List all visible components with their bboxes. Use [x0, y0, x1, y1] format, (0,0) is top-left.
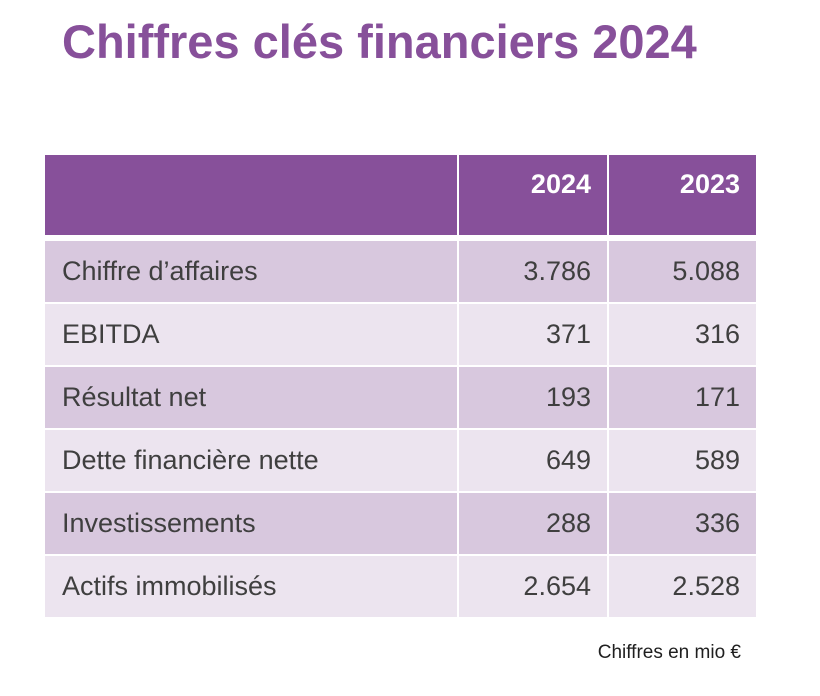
value-2023: 336 — [607, 493, 756, 556]
value-2023: 589 — [607, 430, 756, 493]
table-row: EBITDA 371 316 — [45, 304, 756, 367]
row-label: EBITDA — [45, 304, 457, 367]
row-label: Actifs immobilisés — [45, 556, 457, 619]
table-row: Chiffre d’affaires 3.786 5.088 — [45, 235, 756, 304]
value-2023: 2.528 — [607, 556, 756, 619]
value-2024: 193 — [457, 367, 607, 430]
table-row: Dette financière nette 649 589 — [45, 430, 756, 493]
value-2024: 288 — [457, 493, 607, 556]
row-label: Investissements — [45, 493, 457, 556]
table-row: Investissements 288 336 — [45, 493, 756, 556]
header-label-column — [45, 155, 457, 235]
row-label: Résultat net — [45, 367, 457, 430]
table-row: Résultat net 193 171 — [45, 367, 756, 430]
financial-table: 2024 2023 Chiffre d’affaires 3.786 5.088… — [45, 155, 756, 619]
value-2023: 171 — [607, 367, 756, 430]
table-header-row: 2024 2023 — [45, 155, 756, 235]
row-label: Chiffre d’affaires — [45, 235, 457, 304]
value-2023: 5.088 — [607, 235, 756, 304]
page-title: Chiffres clés financiers 2024 — [62, 15, 697, 68]
value-2024: 2.654 — [457, 556, 607, 619]
value-2023: 316 — [607, 304, 756, 367]
header-2024: 2024 — [457, 155, 607, 235]
value-2024: 649 — [457, 430, 607, 493]
header-2023: 2023 — [607, 155, 756, 235]
value-2024: 3.786 — [457, 235, 607, 304]
value-2024: 371 — [457, 304, 607, 367]
units-note: Chiffres en mio € — [597, 642, 741, 663]
table-row: Actifs immobilisés 2.654 2.528 — [45, 556, 756, 619]
row-label: Dette financière nette — [45, 430, 457, 493]
